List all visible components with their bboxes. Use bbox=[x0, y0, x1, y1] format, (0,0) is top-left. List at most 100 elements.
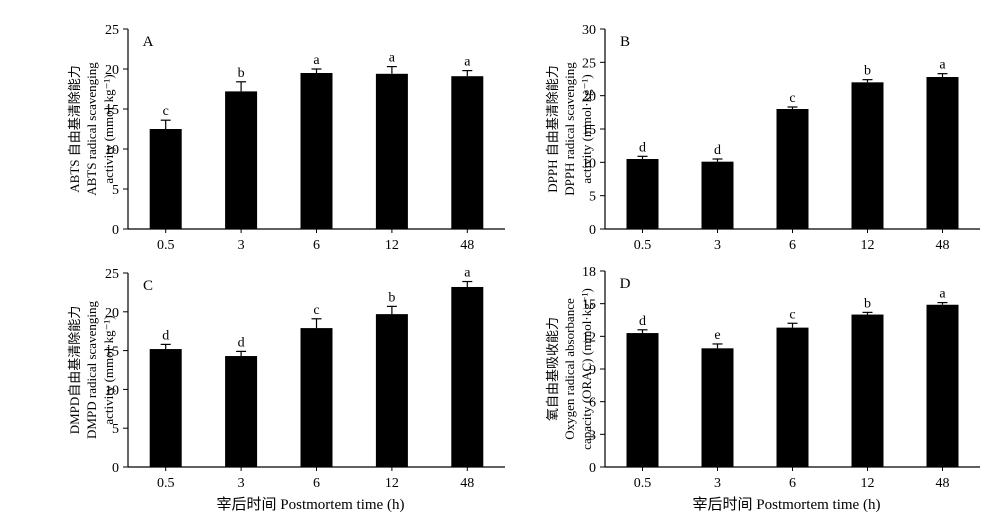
significance-letter: b bbox=[238, 66, 245, 81]
x-tick-label: 3 bbox=[714, 238, 721, 253]
y-axis-label: ABTS 自由基清除能力 ABTS radical scavenging activ… bbox=[67, 62, 116, 196]
significance-letter: d bbox=[238, 335, 245, 350]
bar bbox=[149, 349, 182, 467]
x-tick-label: 0.5 bbox=[157, 238, 175, 253]
chart-panel-b: 0 5 10 15 20 25 30 d 0.5 d 3 c 6 b 12 a 48 B DPPH 自由基清除能力 D… bbox=[545, 23, 980, 253]
y-axis-label: 氧自由基吸收能力 Oxygen radical absorbance capacit… bbox=[545, 288, 594, 450]
x-tick-label: 48 bbox=[936, 238, 950, 253]
y-tick-label: 25 bbox=[105, 267, 119, 282]
y-tick-label: 0 bbox=[112, 223, 119, 238]
significance-letter: c bbox=[313, 303, 319, 318]
y-tick-label: 20 bbox=[105, 63, 119, 78]
x-tick-label: 12 bbox=[861, 238, 875, 253]
x-tick-label: 12 bbox=[385, 238, 399, 253]
significance-letter: a bbox=[464, 55, 471, 70]
significance-letter: c bbox=[163, 104, 169, 119]
y-tick-label: 30 bbox=[582, 23, 596, 38]
panel-label: A bbox=[143, 34, 154, 50]
bar bbox=[375, 73, 408, 229]
x-tick-label: 6 bbox=[313, 238, 320, 253]
bar bbox=[776, 327, 809, 467]
y-axis-label-line: DPPH radical scavenging bbox=[562, 62, 577, 196]
x-tick-label: 3 bbox=[238, 476, 245, 491]
y-tick-label: 25 bbox=[105, 23, 119, 38]
y-axis-label-line: capacity (ORAC) (mmol·kg⁻¹) bbox=[579, 288, 594, 450]
bar bbox=[149, 129, 182, 229]
y-tick-label: 10 bbox=[105, 383, 119, 398]
bar bbox=[701, 348, 734, 467]
significance-letter: b bbox=[864, 64, 871, 79]
y-axis-label-line: 氧自由基吸收能力 bbox=[545, 317, 560, 421]
bar bbox=[851, 314, 884, 467]
panel-label: D bbox=[620, 276, 631, 292]
significance-letter: e bbox=[714, 328, 720, 343]
significance-letter: b bbox=[864, 296, 871, 311]
y-axis-label-line: Oxygen radical absorbance bbox=[562, 298, 577, 440]
x-tick-label: 0.5 bbox=[157, 476, 175, 491]
chart-panel-d: 0 3 6 9 12 15 18 d 0.5 e 3 c 6 b 12 a 48 D 氧自由基吸收能力 Oxygen … bbox=[545, 265, 980, 513]
bar bbox=[926, 304, 959, 467]
bar bbox=[225, 91, 258, 230]
y-tick-label: 15 bbox=[105, 345, 119, 360]
x-tick-label: 6 bbox=[789, 476, 796, 491]
x-tick-label: 48 bbox=[460, 238, 474, 253]
x-tick-label: 0.5 bbox=[634, 476, 652, 491]
significance-letter: c bbox=[789, 91, 795, 106]
significance-letter: c bbox=[789, 307, 795, 322]
bar bbox=[626, 333, 659, 467]
x-tick-label: 3 bbox=[238, 238, 245, 253]
bar bbox=[225, 356, 258, 467]
bar bbox=[626, 159, 659, 229]
bar bbox=[300, 73, 333, 229]
x-tick-label: 6 bbox=[789, 238, 796, 253]
y-tick-label: 25 bbox=[582, 56, 596, 71]
significance-letter: a bbox=[313, 53, 320, 68]
y-tick-label: 5 bbox=[589, 190, 596, 205]
y-axis-label-line: activity (mmol·kg⁻¹) bbox=[579, 74, 594, 183]
x-axis-title: 宰后时间 Postmortem time (h) bbox=[217, 496, 405, 513]
y-tick-label: 15 bbox=[105, 103, 119, 118]
y-tick-label: 0 bbox=[589, 461, 596, 476]
y-tick-label: 5 bbox=[112, 422, 119, 437]
significance-letter: d bbox=[639, 314, 646, 329]
significance-letter: a bbox=[939, 287, 946, 302]
y-tick-label: 0 bbox=[112, 461, 119, 476]
y-tick-label: 9 bbox=[589, 363, 596, 378]
panel-label: C bbox=[143, 278, 153, 294]
y-axis-label-line: ABTS radical scavenging bbox=[84, 62, 99, 196]
y-axis-label-line: DPPH 自由基清除能力 bbox=[545, 65, 560, 193]
y-tick-label: 6 bbox=[589, 396, 596, 411]
x-axis-title: 宰后时间 Postmortem time (h) bbox=[693, 496, 881, 513]
significance-letter: d bbox=[162, 328, 169, 343]
y-tick-label: 10 bbox=[105, 143, 119, 158]
bar bbox=[451, 76, 484, 229]
y-tick-label: 20 bbox=[582, 90, 596, 105]
y-axis-label: DMPD自由基清除能力 DMPD radical scavenging activi… bbox=[67, 301, 116, 439]
significance-letter: a bbox=[464, 266, 471, 281]
bar bbox=[701, 161, 734, 229]
significance-letter: d bbox=[714, 143, 721, 158]
y-tick-label: 12 bbox=[582, 330, 596, 345]
y-axis-label-line: ABTS 自由基清除能力 bbox=[67, 65, 82, 192]
significance-letter: b bbox=[388, 290, 395, 305]
y-tick-label: 15 bbox=[582, 123, 596, 138]
bar bbox=[451, 286, 484, 467]
bar bbox=[776, 109, 809, 229]
bar bbox=[300, 328, 333, 467]
x-tick-label: 48 bbox=[936, 476, 950, 491]
bar bbox=[851, 82, 884, 229]
y-axis-label: DPPH 自由基清除能力 DPPH radical scavenging activ… bbox=[545, 62, 594, 196]
x-tick-label: 48 bbox=[460, 476, 474, 491]
significance-letter: a bbox=[389, 51, 396, 66]
significance-letter: d bbox=[639, 140, 646, 155]
bar bbox=[375, 314, 408, 467]
x-tick-label: 12 bbox=[385, 476, 399, 491]
significance-letter: a bbox=[939, 58, 946, 73]
y-tick-label: 3 bbox=[589, 428, 596, 443]
x-tick-label: 3 bbox=[714, 476, 721, 491]
y-tick-label: 5 bbox=[112, 183, 119, 198]
x-tick-label: 12 bbox=[861, 476, 875, 491]
bar bbox=[926, 77, 959, 229]
y-tick-label: 20 bbox=[105, 306, 119, 321]
